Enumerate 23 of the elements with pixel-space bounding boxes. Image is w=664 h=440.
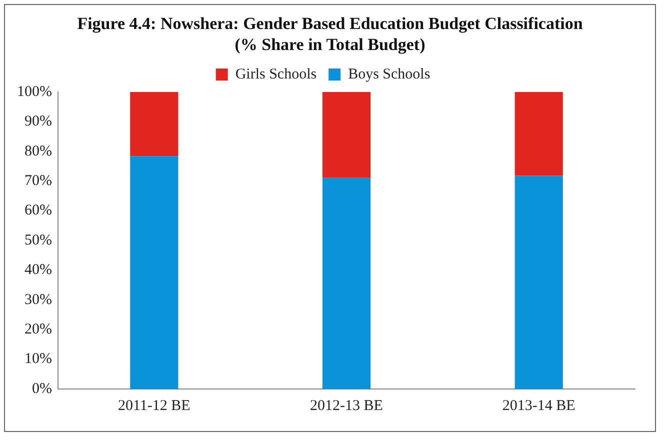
y-tick-label: 90%: [24, 114, 52, 130]
bar: [514, 176, 563, 389]
legend-label: Girls Schools: [235, 66, 317, 82]
bar: [322, 178, 371, 389]
x-tick-label: 2011-12 BE: [118, 398, 190, 414]
y-tick-label: 30%: [24, 292, 52, 308]
y-tick-label: 50%: [24, 232, 52, 248]
x-tick-label: 2013-14 BE: [502, 398, 576, 414]
y-tick-label: 100%: [16, 84, 52, 100]
x-tick-label: 2012-13 BE: [310, 398, 383, 414]
y-tick-label: 10%: [24, 351, 52, 368]
legend-label: Boys Schools: [348, 66, 430, 82]
bar: [130, 156, 178, 389]
y-tick-label: 80%: [24, 143, 52, 160]
bar: [514, 92, 563, 176]
y-tick-label: 70%: [24, 173, 52, 190]
chart-title: Figure 4.4: Nowshera: Gender Based Education Budget Classification (% Share in Total Budget): [76, 13, 584, 55]
bar: [130, 92, 178, 156]
y-tick-label: 40%: [24, 262, 52, 278]
y-tick-label: 20%: [24, 322, 52, 338]
bar: [322, 92, 371, 178]
y-tick-label: 60%: [24, 202, 52, 219]
y-tick-label: 0%: [32, 380, 52, 397]
